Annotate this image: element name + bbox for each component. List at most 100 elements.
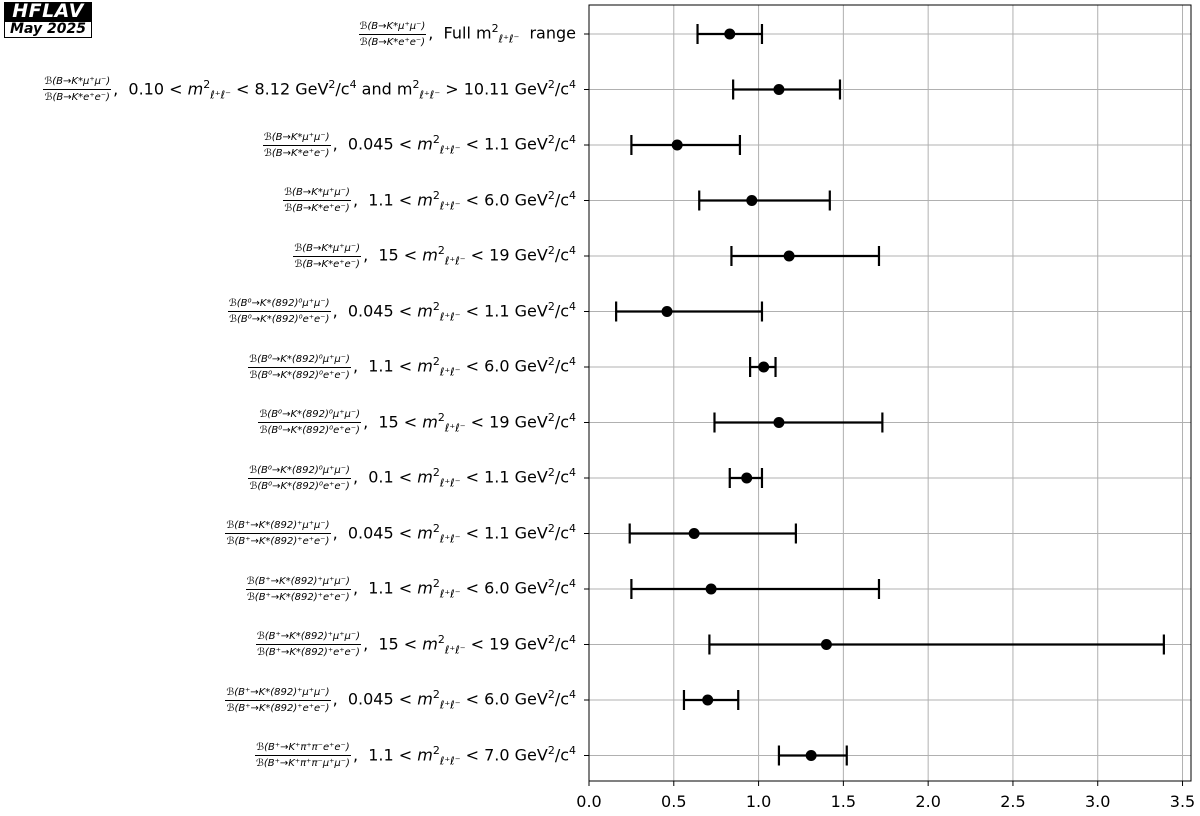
ratio-fraction: ℬ(B→K*μ⁺μ⁻) ℬ(B→K*e⁺e⁻)	[358, 20, 427, 49]
data-point	[705, 583, 717, 595]
condition-segment: /c	[554, 79, 569, 99]
condition-segment: /c	[554, 634, 569, 654]
condition-segment: 2	[547, 188, 555, 202]
condition-segment: m	[417, 745, 433, 765]
ratio-fraction: ℬ(B⁰→K*(892)⁰μ⁺μ⁻) ℬ(B⁰→K*(892)⁰e⁺e⁻)	[258, 408, 362, 437]
condition-segment: ℓ⁺ℓ⁻	[444, 421, 466, 435]
mass-range-condition: , 1.1 < m2ℓ⁺ℓ⁻ < 7.0 GeV2/c4	[353, 744, 576, 767]
condition-segment: 2	[437, 244, 445, 258]
row-label: ℬ(B⁰→K*(892)⁰μ⁺μ⁻) ℬ(B⁰→K*(892)⁰e⁺e⁻), 0.…	[248, 460, 576, 496]
plot-frame	[588, 4, 1192, 782]
mass-range-condition: , 1.1 < m2ℓ⁺ℓ⁻ < 6.0 GeV2/c4	[353, 355, 576, 378]
condition-segment: , 0.10 <	[113, 79, 188, 99]
condition-segment: /c	[554, 190, 569, 210]
row-label: ℬ(B→K*μ⁺μ⁻) ℬ(B→K*e⁺e⁻), 1.1 < m2ℓ⁺ℓ⁻ < 6…	[283, 183, 576, 219]
x-tick-label: 2.0	[915, 792, 940, 811]
row-label: ℬ(B⁰→K*(892)⁰μ⁺μ⁻) ℬ(B⁰→K*(892)⁰e⁺e⁻), 15…	[258, 405, 576, 441]
row-label: ℬ(B→K*μ⁺μ⁻) ℬ(B→K*e⁺e⁻), 15 < m2ℓ⁺ℓ⁻ < 19…	[293, 238, 576, 274]
condition-segment: , 1.1 <	[352, 190, 418, 210]
condition-segment: /c	[554, 356, 569, 376]
condition-segment: ℓ⁺ℓ⁻	[439, 365, 461, 379]
row-label: ℬ(B⁺→K*(892)⁺μ⁺μ⁻) ℬ(B⁺→K*(892)⁺e⁺e⁻), 0.…	[225, 516, 576, 552]
data-point	[805, 750, 817, 761]
ratio-fraction: ℬ(B⁺→K*(892)⁺μ⁺μ⁻) ℬ(B⁺→K*(892)⁺e⁺e⁻)	[225, 686, 331, 715]
condition-segment: ℓ⁺ℓ⁻	[439, 754, 461, 768]
ratio-numerator: ℬ(B⁺→K⁺π⁺π⁻e⁺e⁻)	[255, 741, 351, 756]
condition-segment: 2	[432, 133, 440, 147]
condition-segment: 4	[569, 632, 576, 646]
ratio-numerator: ℬ(B⁺→K*(892)⁺μ⁺μ⁻)	[245, 575, 351, 590]
condition-segment: m	[417, 190, 433, 210]
x-tick-label: 3.5	[1170, 792, 1195, 811]
row-label: ℬ(B⁺→K*(892)⁺μ⁺μ⁻) ℬ(B⁺→K*(892)⁺e⁺e⁻), 1.…	[245, 571, 576, 607]
mass-range-condition: , 0.045 < m2ℓ⁺ℓ⁻ < 1.1 GeV2/c4	[333, 300, 576, 323]
condition-segment: /c	[554, 134, 569, 154]
condition-segment: 2	[491, 22, 499, 36]
ratio-denominator: ℬ(B⁺→K⁺π⁺π⁻μ⁺μ⁻)	[256, 758, 350, 769]
condition-segment: /c	[554, 523, 569, 543]
x-tick-label: 1.0	[746, 792, 771, 811]
condition-segment: 4	[569, 188, 576, 202]
condition-segment: 2	[547, 632, 555, 646]
row-label: ℬ(B→K*μ⁺μ⁻) ℬ(B→K*e⁺e⁻), 0.045 < m2ℓ⁺ℓ⁻ <…	[262, 127, 576, 163]
condition-segment: ℓ⁺ℓ⁻	[439, 698, 461, 712]
x-tick-label: 2.5	[1000, 792, 1025, 811]
condition-segment: 2	[432, 688, 440, 702]
condition-segment: 2	[547, 521, 555, 535]
condition-segment: 2	[547, 77, 555, 91]
condition-segment: /c	[554, 689, 569, 709]
ratio-fraction: ℬ(B⁰→K*(892)⁰μ⁺μ⁻) ℬ(B⁰→K*(892)⁰e⁺e⁻)	[248, 464, 351, 493]
condition-segment: 2	[547, 355, 555, 369]
ratio-numerator: ℬ(B⁰→K*(892)⁰μ⁺μ⁻)	[227, 297, 331, 312]
condition-segment: m	[417, 134, 433, 154]
ratio-denominator: ℬ(B→K*e⁺e⁻)	[44, 92, 110, 103]
ratio-denominator: ℬ(B→K*e⁺e⁻)	[264, 147, 330, 159]
condition-segment: , 0.045 <	[332, 301, 418, 321]
row-label: ℬ(B→K*μ⁺μ⁻) ℬ(B→K*e⁺e⁻), 0.10 < m2ℓ⁺ℓ⁻ < …	[43, 72, 576, 108]
condition-segment: 4	[569, 466, 576, 480]
ratio-numerator: ℬ(B⁰→K*(892)⁰μ⁺μ⁻)	[248, 353, 351, 368]
condition-segment: , 0.1 <	[352, 467, 418, 487]
condition-segment: < 1.1 GeV	[460, 523, 548, 543]
condition-segment: < 19 GeV	[465, 412, 548, 432]
condition-segment: ℓ⁺ℓ⁻	[439, 143, 461, 157]
data-point	[661, 306, 673, 317]
ratio-denominator: ℬ(B⁺→K*(892)⁺e⁺e⁻)	[246, 591, 350, 603]
condition-segment: < 7.0 GeV	[460, 745, 548, 765]
condition-segment: 2	[328, 77, 336, 91]
row-label: ℬ(B⁺→K⁺π⁺π⁻e⁺e⁻) ℬ(B⁺→K⁺π⁺π⁻μ⁺μ⁻), 1.1 < …	[255, 738, 576, 774]
ratio-numerator: ℬ(B⁰→K*(892)⁰μ⁺μ⁻)	[248, 464, 351, 479]
x-tick-label: 3.0	[1085, 792, 1110, 811]
ratio-numerator: ℬ(B→K*μ⁺μ⁻)	[43, 75, 112, 90]
x-tick-label: 0.5	[661, 792, 686, 811]
hflav-logo: HFLAV May 2025	[4, 2, 92, 38]
condition-segment: 2	[547, 244, 555, 258]
condition-segment: 2	[432, 299, 440, 313]
mass-range-condition: , 0.1 < m2ℓ⁺ℓ⁻ < 1.1 GeV2/c4	[353, 466, 576, 489]
condition-segment: , Full m	[428, 23, 492, 43]
data-point	[746, 195, 758, 206]
condition-segment: ℓ⁺ℓ⁻	[439, 587, 461, 601]
condition-segment: , 1.1 <	[352, 578, 418, 598]
condition-segment: 4	[569, 77, 576, 91]
condition-segment: 2	[412, 77, 420, 91]
condition-segment: 4	[569, 299, 576, 313]
condition-segment: m	[417, 523, 433, 543]
logo-name: HFLAV	[4, 2, 92, 21]
condition-segment: m	[417, 356, 433, 376]
condition-segment: ℓ⁺ℓ⁻	[498, 32, 520, 46]
condition-segment: < 1.1 GeV	[460, 301, 548, 321]
condition-segment: ℓ⁺ℓ⁻	[439, 532, 461, 546]
ratio-numerator: ℬ(B→K*μ⁺μ⁻)	[293, 242, 362, 257]
mass-range-condition: , Full m2ℓ⁺ℓ⁻ range	[428, 22, 576, 45]
row-label: ℬ(B⁰→K*(892)⁰μ⁺μ⁻) ℬ(B⁰→K*(892)⁰e⁺e⁻), 1.…	[248, 349, 576, 385]
ratio-denominator: ℬ(B→K*e⁺e⁻)	[284, 203, 350, 214]
data-point	[758, 361, 770, 373]
condition-segment: 4	[569, 743, 576, 757]
condition-segment: 2	[432, 466, 440, 480]
condition-segment: m	[187, 79, 204, 99]
condition-segment: 2	[432, 577, 440, 591]
condition-segment: 2	[547, 688, 555, 702]
row-label: ℬ(B→K*μ⁺μ⁻) ℬ(B→K*e⁺e⁻), Full m2ℓ⁺ℓ⁻ rang…	[358, 16, 576, 52]
ratio-denominator: ℬ(B⁺→K*(892)⁺e⁺e⁻)	[257, 647, 360, 658]
